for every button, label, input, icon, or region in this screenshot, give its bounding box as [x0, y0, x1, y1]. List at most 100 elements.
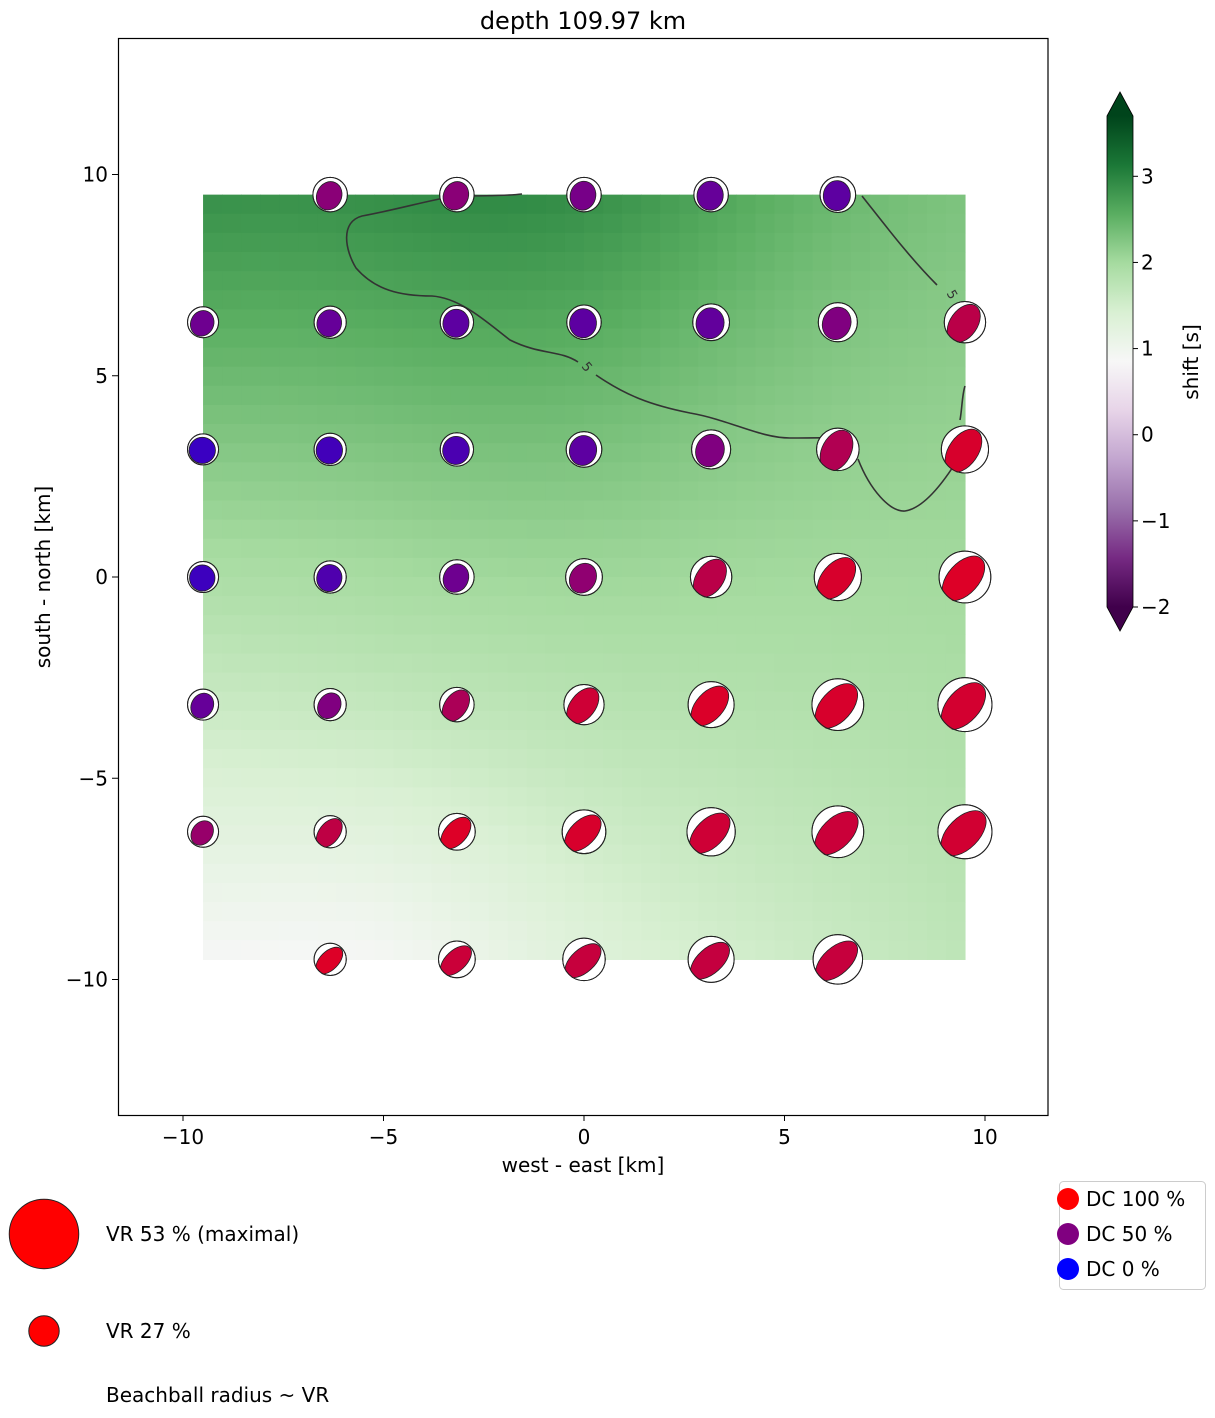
field-cell: [469, 921, 490, 941]
field-cell: [374, 538, 395, 559]
field-cell: [907, 710, 928, 731]
beachball-compression: [568, 435, 598, 466]
field-cell: [355, 806, 376, 827]
field-cell: [355, 290, 376, 310]
field-cell: [203, 404, 223, 425]
field-cell: [526, 328, 547, 349]
field-cell: [469, 902, 490, 922]
field-cell: [641, 404, 661, 425]
field-cell: [660, 577, 680, 597]
field-cell: [241, 596, 261, 616]
field-cell: [317, 538, 337, 559]
field-cell: [812, 500, 833, 521]
field-cell: [355, 443, 376, 463]
beachball: [687, 681, 735, 729]
field-cell: [793, 844, 814, 865]
field-cell: [526, 557, 547, 578]
field-cell: [393, 404, 414, 425]
field-cell: [222, 290, 242, 310]
field-cell: [469, 481, 490, 502]
field-cell: [622, 213, 642, 234]
field-cell: [945, 768, 966, 788]
field-cell: [564, 615, 585, 635]
field-cell: [717, 921, 737, 941]
field-cell: [469, 443, 490, 463]
beachball-rim: [811, 678, 865, 731]
field-cell: [736, 232, 757, 253]
field-cell: [736, 309, 757, 330]
field-cell: [545, 271, 566, 291]
field-cell: [793, 729, 814, 750]
field-cell: [736, 634, 757, 655]
field-cell: [393, 424, 414, 444]
field-cell: [488, 787, 509, 808]
field-cell: [488, 710, 509, 731]
field-cell: [736, 194, 757, 215]
field-cell: [774, 500, 795, 521]
field-cell: [317, 271, 337, 291]
field-cell: [260, 577, 280, 597]
field-cell: [203, 462, 223, 483]
beachball-rim: [943, 301, 987, 344]
size-legend-marker: [28, 1315, 60, 1347]
field-cell: [850, 366, 871, 387]
x-tick-label: 0: [578, 1125, 591, 1149]
field-cell: [317, 596, 337, 616]
field-cell: [374, 596, 395, 616]
contour-line: [959, 385, 966, 421]
field-cell: [279, 596, 299, 616]
field-cell: [869, 557, 890, 578]
field-cell: [488, 768, 509, 788]
beachball: [439, 559, 475, 595]
field-cell: [736, 404, 757, 425]
field-cell: [298, 290, 318, 310]
field-cell: [869, 940, 890, 960]
field-cell: [203, 882, 223, 903]
field-cell: [926, 328, 947, 349]
field-cell: [698, 653, 718, 674]
field-cell: [222, 615, 242, 635]
field-cell: [945, 615, 966, 635]
field-cell: [907, 404, 928, 425]
field-cell: [279, 481, 299, 502]
beachball: [938, 550, 992, 604]
field-cell: [317, 519, 337, 540]
field-cell: [545, 806, 566, 827]
field-cell: [355, 577, 376, 597]
field-cell: [450, 596, 471, 616]
field-cell: [336, 729, 357, 750]
field-cell: [679, 213, 699, 234]
colorbar-gradient: [1107, 116, 1133, 607]
x-axis: −10 −5 0 5 10: [162, 1115, 998, 1149]
field-cell: [869, 691, 890, 712]
field-cell: [622, 691, 642, 712]
field-cell: [603, 404, 623, 425]
field-cell: [412, 787, 433, 808]
field-cell: [526, 500, 547, 521]
field-cell: [793, 404, 814, 425]
field-cell: [241, 385, 261, 406]
field-cell: [698, 787, 718, 808]
field-cell: [374, 653, 395, 674]
field-cell: [412, 557, 433, 578]
field-cell: [755, 691, 776, 712]
field-cell: [926, 729, 947, 750]
field-cell: [526, 653, 547, 674]
field-cell: [412, 749, 433, 769]
field-cell: [317, 385, 337, 406]
beachball: [187, 560, 220, 594]
field-cell: [222, 194, 242, 215]
field-cell: [222, 481, 242, 502]
field-cell: [431, 519, 452, 540]
field-cell: [336, 213, 357, 234]
field-cell: [507, 749, 528, 769]
field-cell: [279, 806, 299, 827]
field-cell: [888, 749, 909, 769]
field-cell: [355, 749, 376, 769]
field-cell: [431, 366, 452, 387]
field-cell: [469, 366, 490, 387]
field-cell: [869, 404, 890, 425]
field-cell: [660, 366, 680, 387]
field-cell: [831, 347, 852, 368]
beachball-rim: [693, 176, 729, 213]
